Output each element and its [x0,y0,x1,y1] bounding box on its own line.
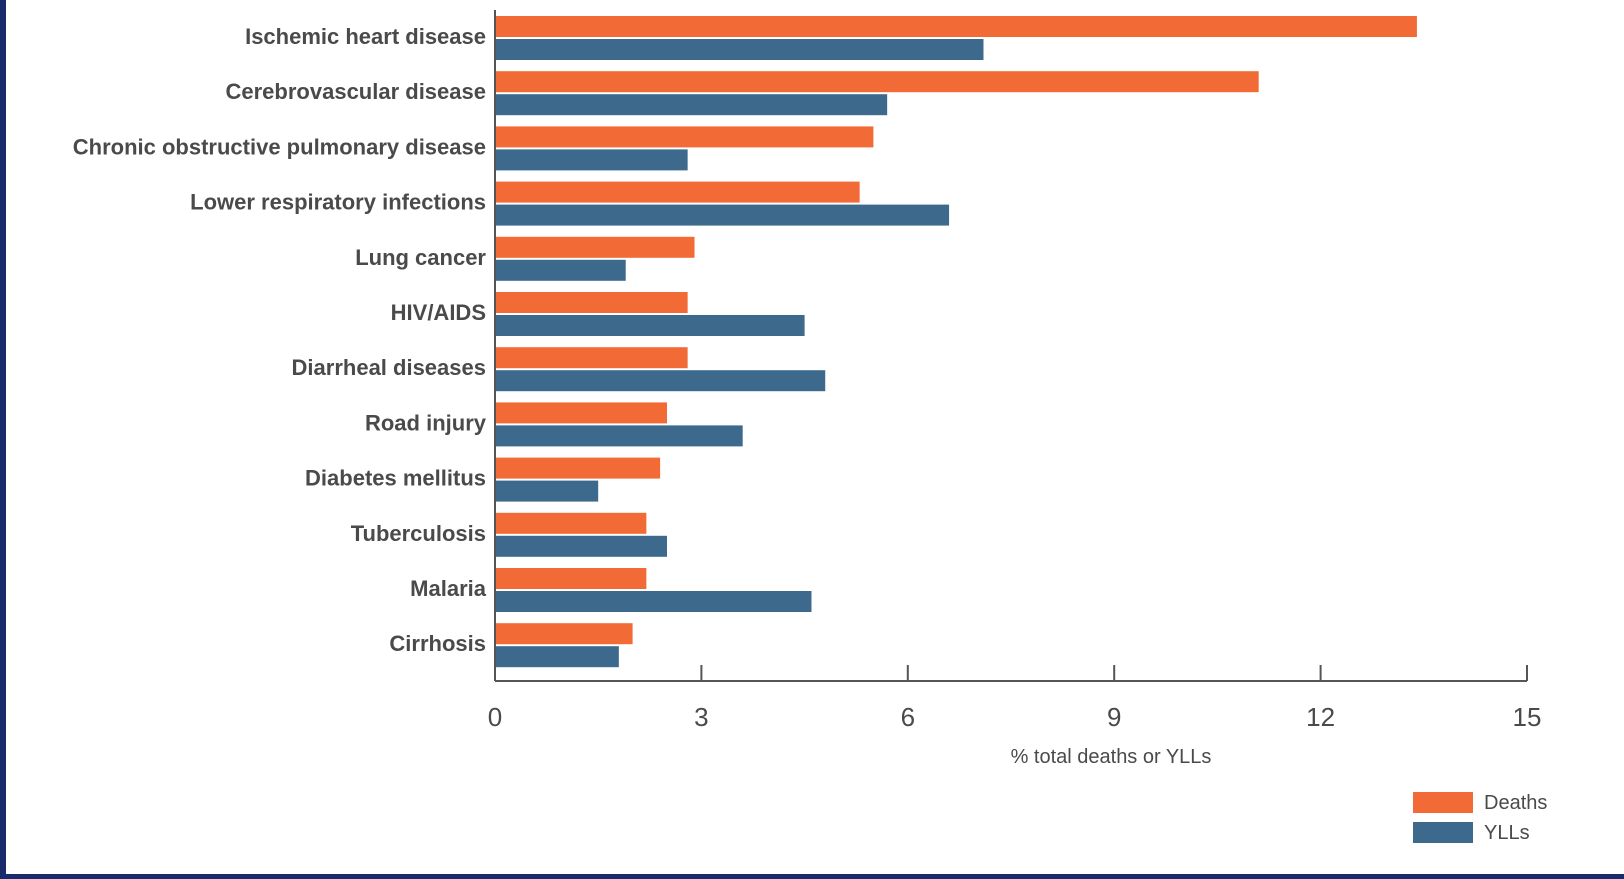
bar-deaths-1 [495,71,1259,93]
bar-deaths-5 [495,292,688,313]
bar-deaths-0 [495,16,1417,37]
bar-ylls-8 [495,480,599,502]
bar-ylls-5 [495,315,805,336]
bar-ylls-1 [495,94,888,116]
bar-deaths-6 [495,347,688,369]
bar-deaths-3 [495,181,860,203]
category-label: Ischemic heart disease [245,24,486,49]
category-label: HIV/AIDS [391,300,486,325]
legend-swatch-ylls [1413,822,1473,843]
category-label: Lung cancer [355,245,486,270]
x-tick-label: 6 [901,702,915,732]
bar-ylls-4 [495,259,626,281]
category-label: Road injury [365,410,487,435]
category-label: Diabetes mellitus [305,466,486,491]
x-tick-label: 3 [694,702,708,732]
category-label: Chronic obstructive pulmonary disease [73,134,486,159]
category-label: Lower respiratory infections [190,190,486,215]
bar-deaths-4 [495,236,695,258]
bar-deaths-7 [495,402,667,424]
bar-deaths-11 [495,623,633,645]
bar-ylls-11 [495,646,619,668]
bars-group [495,16,1417,668]
bar-ylls-0 [495,39,984,60]
bar-ylls-9 [495,535,667,557]
x-tick-label: 15 [1513,702,1542,732]
bar-deaths-9 [495,512,647,534]
x-tick-label: 12 [1306,702,1335,732]
category-label: Diarrheal diseases [292,355,486,380]
category-label: Malaria [410,576,487,601]
legend-label-ylls: YLLs [1484,822,1530,844]
x-tick-label: 0 [488,702,502,732]
bar-ylls-7 [495,425,743,447]
x-axis-title: % total deaths or YLLs [1011,746,1212,768]
legend-swatch-deaths [1413,792,1473,813]
legend-label-deaths: Deaths [1484,792,1547,814]
category-label: Cerebrovascular disease [226,79,487,104]
bar-deaths-8 [495,457,661,479]
bar-ylls-2 [495,149,688,171]
legend: Deaths YLLs [1413,792,1547,844]
bar-deaths-2 [495,126,874,148]
x-tick-label: 9 [1107,702,1121,732]
bar-ylls-10 [495,591,812,612]
bar-ylls-6 [495,370,826,392]
category-label: Cirrhosis [389,631,486,656]
bar-ylls-3 [495,204,950,226]
category-labels: Ischemic heart disease Cerebrovascular di… [73,24,487,656]
axes-group: 0 3 6 9 12 15 [488,10,1542,732]
bar-deaths-10 [495,568,647,589]
category-label: Tuberculosis [351,521,486,546]
